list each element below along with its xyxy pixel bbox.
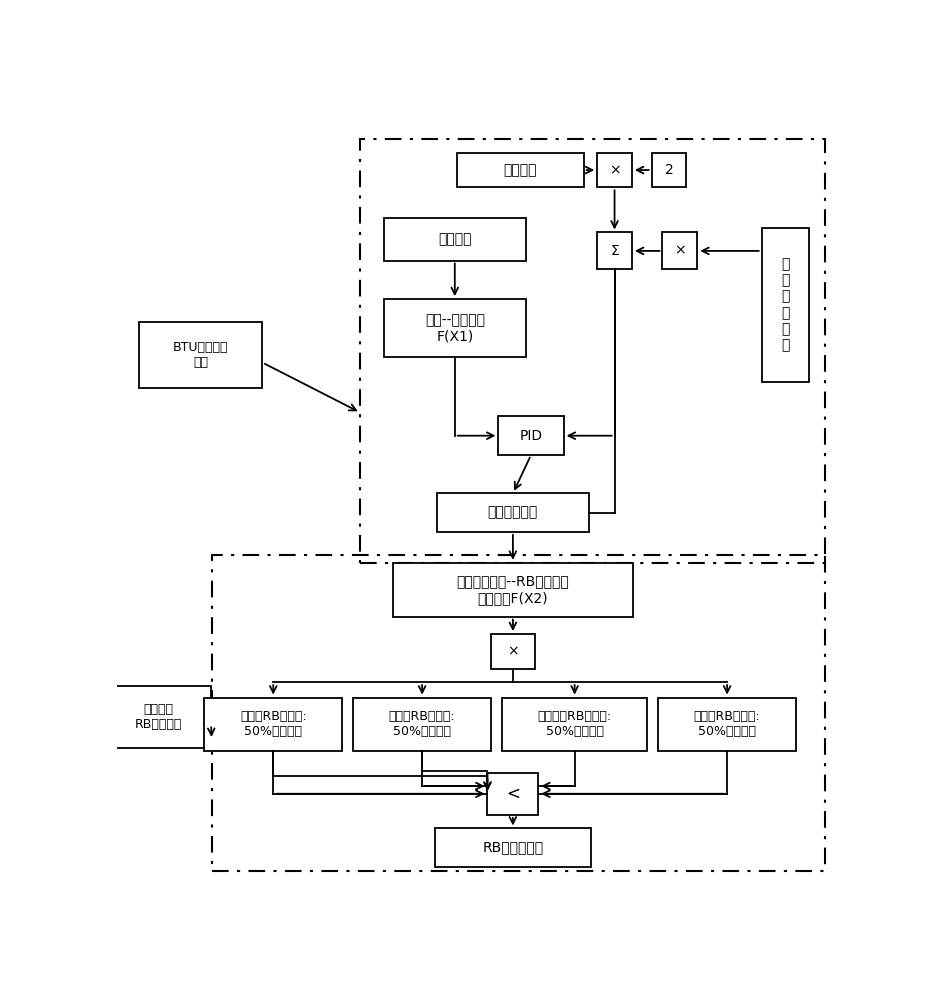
Bar xyxy=(384,299,525,357)
Text: 实
际
总
给
煤
量: 实 际 总 给 煤 量 xyxy=(781,257,788,352)
Bar xyxy=(651,153,686,187)
Bar xyxy=(434,828,591,867)
Text: BTU热值修正
回路: BTU热值修正 回路 xyxy=(173,341,228,369)
Bar xyxy=(384,218,525,261)
Bar xyxy=(456,153,583,187)
Text: 给水泵RB目标值:
50%机组负荷: 给水泵RB目标值: 50%机组负荷 xyxy=(693,710,760,738)
Bar xyxy=(212,555,825,871)
Bar xyxy=(436,493,589,532)
Bar xyxy=(596,232,631,269)
Text: 一次风机RB目标值:
50%机组负荷: 一次风机RB目标值: 50%机组负荷 xyxy=(537,710,611,738)
Bar xyxy=(596,153,631,187)
Text: RB目标值输出: RB目标值输出 xyxy=(482,841,543,855)
Text: 引风机RB目标值:
50%机组负荷: 引风机RB目标值: 50%机组负荷 xyxy=(240,710,306,738)
Text: 负荷--煤量函数
F(X1): 负荷--煤量函数 F(X1) xyxy=(424,313,484,343)
Text: ×: × xyxy=(673,244,685,258)
Bar xyxy=(487,773,537,815)
Bar xyxy=(139,322,262,388)
Bar xyxy=(106,686,211,748)
Bar xyxy=(502,698,647,751)
Bar xyxy=(393,563,632,617)
Text: ×: × xyxy=(506,644,519,658)
Text: PID: PID xyxy=(519,429,542,443)
Text: ×: × xyxy=(608,163,620,177)
Text: 2: 2 xyxy=(664,163,673,177)
Bar xyxy=(204,698,342,751)
Text: 燃油流量: 燃油流量 xyxy=(503,163,536,177)
Bar xyxy=(498,416,563,455)
Text: 送风机RB目标值:
50%机组负荷: 送风机RB目标值: 50%机组负荷 xyxy=(388,710,455,738)
Bar xyxy=(353,698,490,751)
Text: Σ: Σ xyxy=(609,244,619,258)
Bar xyxy=(657,698,796,751)
Bar xyxy=(662,232,696,269)
Text: 机组负荷: 机组负荷 xyxy=(437,232,471,246)
Text: 自动调整
RB目标回路: 自动调整 RB目标回路 xyxy=(135,703,182,731)
Bar xyxy=(360,139,825,563)
Bar xyxy=(490,634,534,669)
Text: <: < xyxy=(505,785,519,803)
Text: 热值校正系数: 热值校正系数 xyxy=(488,506,537,520)
Bar xyxy=(761,228,808,382)
Text: 热值修正系数--RB目标负荷
修正函数F(X2): 热值修正系数--RB目标负荷 修正函数F(X2) xyxy=(456,575,569,605)
